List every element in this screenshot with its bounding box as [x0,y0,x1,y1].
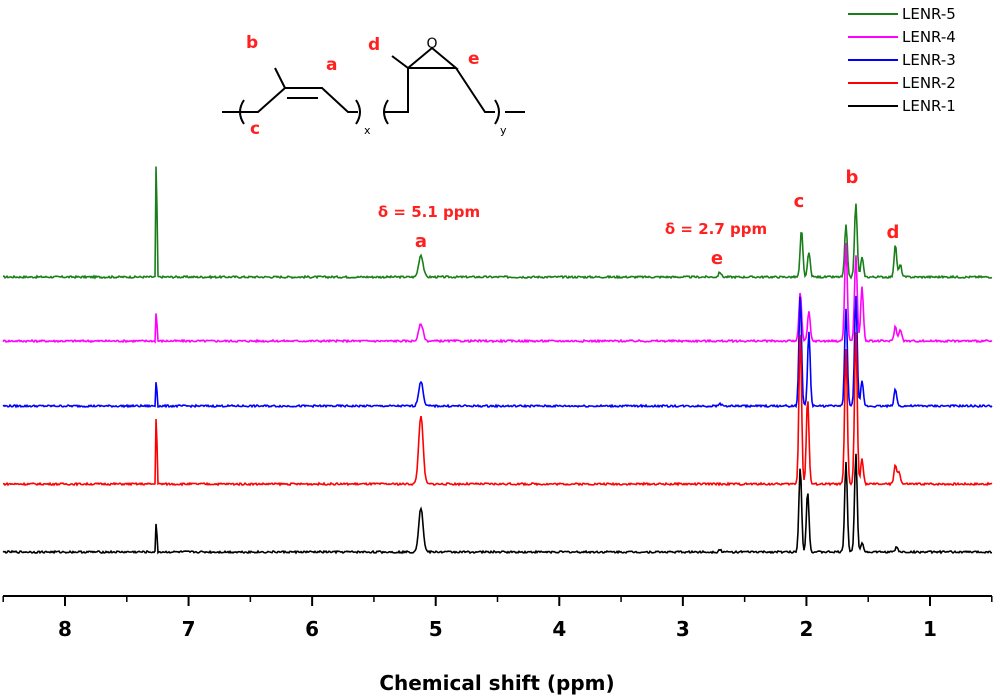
peak-label-b: b [846,167,859,188]
legend-label-lenr-4: LENR-4 [902,28,956,46]
series-line-lenr-1 [2,453,993,555]
x-axis-label: Chemical shift (ppm) [379,671,614,695]
legend-label-lenr-1: LENR-1 [902,97,956,115]
bracket-right-close [494,99,500,125]
bracket-left-open [239,99,245,125]
x-axis-ticks: 8 7 6 5 4 3 2 1 [2,596,993,641]
structure-label-d: d [368,35,380,55]
peak-label-c: c [794,191,805,212]
structure-label-e: e [468,49,480,69]
spectra-group [2,166,993,555]
legend-label-lenr-3: LENR-3 [902,51,956,69]
bracket-right-open [383,99,389,125]
structure-label-b: b [246,33,258,53]
structure-label-a: a [326,55,337,75]
legend: LENR-5 LENR-4 LENR-3 LENR-2 LENR-1 [848,5,956,115]
series-line-lenr-4 [2,242,993,344]
peak-label-a: a [415,231,427,252]
x-tick-label-5: 5 [429,617,443,641]
structure-bonds [222,46,525,113]
x-tick-label-2: 2 [799,617,813,641]
series-line-lenr-3 [2,295,993,409]
peak-label-d: d [887,222,900,243]
annotation-2-7-ppm: δ = 2.7 ppm [665,220,767,238]
series-line-lenr-2 [2,332,993,487]
x-tick-label-3: 3 [676,617,690,641]
x-tick-label-1: 1 [923,617,937,641]
molecular-structure [222,46,525,125]
bracket-left-close [355,99,361,125]
annotation-5-1-ppm: δ = 5.1 ppm [378,203,480,221]
x-axis: 8 7 6 5 4 3 2 1 [2,595,993,641]
structure-label-c: c [250,119,260,139]
x-tick-label-4: 4 [552,617,566,641]
subscript-y: y [500,124,507,137]
x-tick-label-7: 7 [182,617,196,641]
x-tick-label-6: 6 [305,617,319,641]
legend-label-lenr-5: LENR-5 [902,5,956,23]
subscript-x: x [364,124,371,137]
x-tick-label-8: 8 [58,617,72,641]
series-line-lenr-5 [3,166,993,280]
legend-label-lenr-2: LENR-2 [902,74,956,92]
oxygen-atom: O [426,36,437,52]
peak-label-e: e [711,248,723,269]
